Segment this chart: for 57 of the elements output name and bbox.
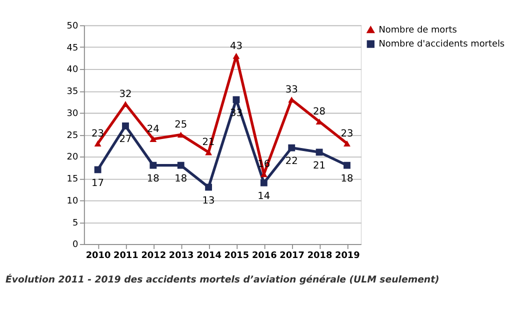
data-label: 21: [313, 160, 326, 172]
point: [177, 162, 184, 169]
point: [122, 122, 129, 130]
y-tick-label: 45: [66, 43, 78, 54]
data-label: 32: [119, 88, 132, 100]
y-tick-label: 20: [66, 152, 78, 163]
y-tick-label: 0: [72, 240, 78, 250]
x-tick-label: 2011: [114, 250, 138, 261]
data-label: 43: [230, 40, 242, 52]
x-tick-label: 2014: [196, 250, 222, 261]
point: [288, 144, 296, 152]
x-tick-label: 2010: [86, 250, 111, 261]
x-tick-label: 2013: [168, 250, 194, 261]
x-tick-label: 2016: [252, 250, 277, 261]
text: Évolution 2011 - 2019 des accidents mortels d’aviation générale (ULM seulement): [5, 274, 440, 286]
y-tick-label: 30: [66, 108, 78, 119]
x-tick-label: 2018: [307, 250, 332, 261]
y-tick-label: 25: [66, 130, 78, 141]
y-tick-label: 35: [66, 87, 78, 98]
data-label: 18: [340, 173, 354, 184]
point: [344, 162, 350, 169]
y-tick-label: 10: [66, 196, 78, 206]
point: [150, 162, 157, 169]
point: [94, 166, 102, 174]
y-tick-label: 15: [66, 174, 78, 185]
data-label: 27: [119, 134, 132, 146]
x-tick-label: 2012: [141, 250, 166, 261]
point: [150, 136, 157, 142]
point: [94, 140, 102, 146]
y-tick-label: 40: [66, 65, 78, 76]
point: [316, 148, 323, 156]
point: [232, 96, 240, 104]
legend-label: Nombre d'accidents mortels: [378, 40, 505, 50]
legend-label: Nombre de morts: [378, 25, 458, 36]
data-label: 14: [258, 190, 270, 202]
data-label: 23: [340, 128, 354, 140]
data-label: 22: [285, 156, 298, 167]
point: [232, 52, 240, 59]
point: [344, 140, 350, 146]
y-tick-label: 50: [66, 21, 78, 32]
point: [260, 179, 268, 186]
y-tick-label: 5: [72, 218, 78, 228]
data-label: 18: [146, 173, 160, 184]
data-label: 24: [146, 124, 160, 135]
point: [205, 184, 212, 191]
point: [122, 101, 129, 108]
data-label: 23: [92, 128, 104, 140]
data-label: 13: [202, 195, 215, 206]
x-tick-label: 2017: [280, 250, 304, 261]
point: [177, 132, 184, 138]
data-label: 17: [92, 178, 104, 189]
data-label: 18: [174, 173, 188, 184]
x-tick-label: 2019: [335, 250, 360, 261]
x-tick-label: 2015: [224, 250, 250, 261]
data-label: 25: [174, 120, 188, 131]
data-label: 33: [285, 84, 298, 96]
data-label: 28: [313, 106, 326, 118]
